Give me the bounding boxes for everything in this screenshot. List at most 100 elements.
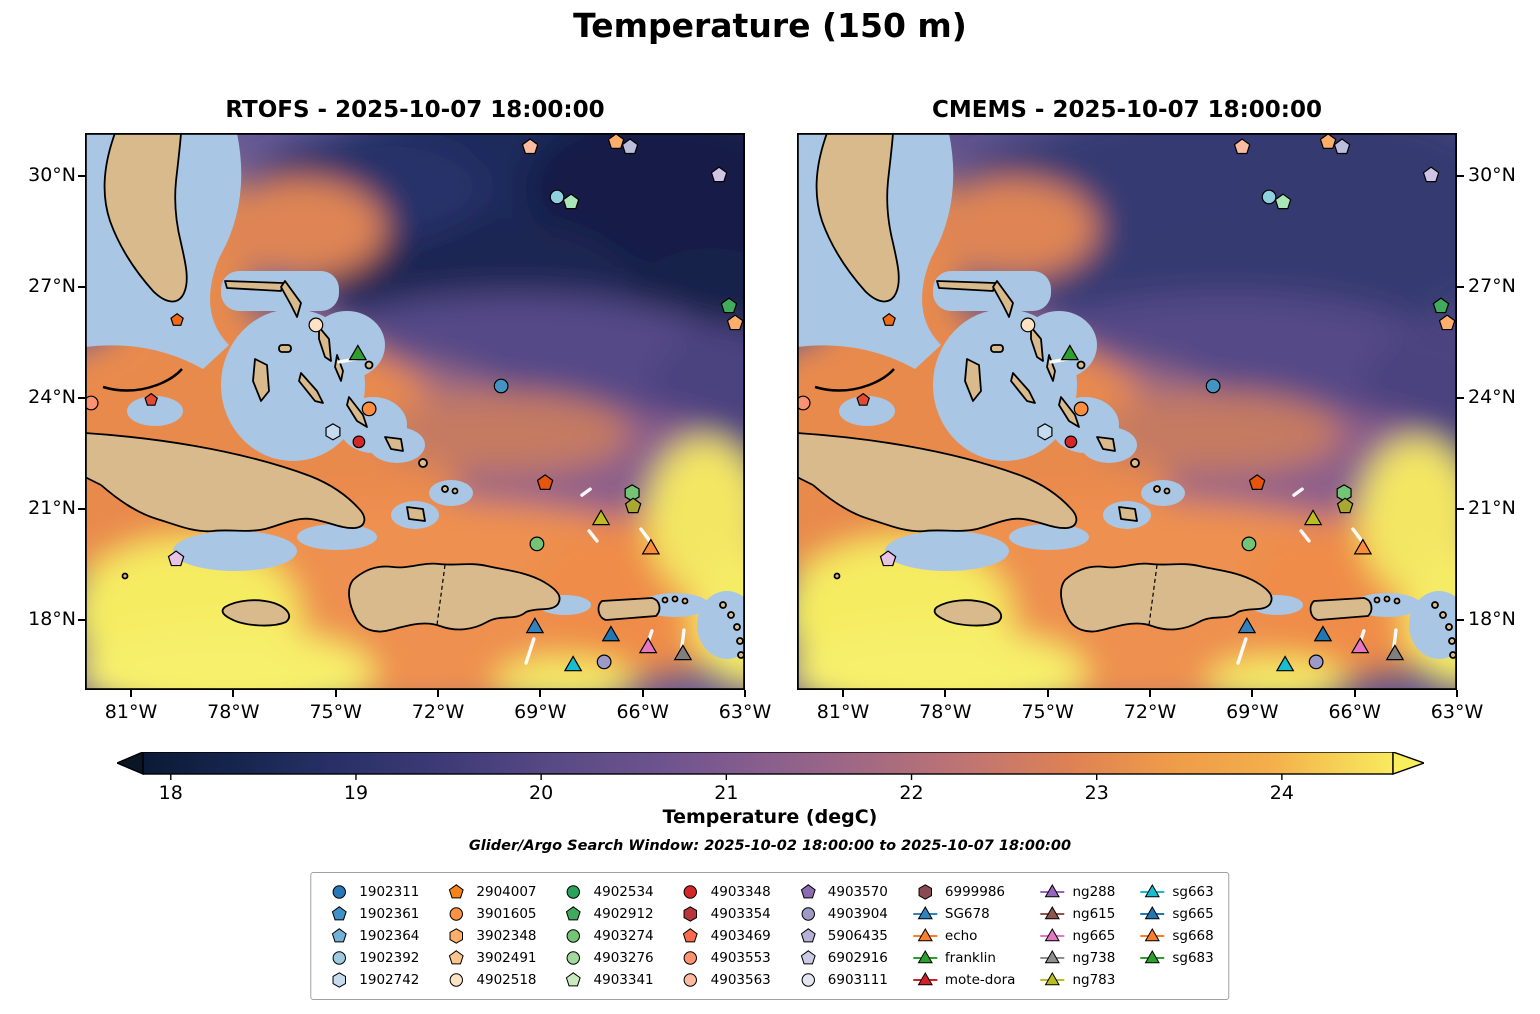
legend-label: 4903469 xyxy=(710,928,771,944)
florida-keys xyxy=(814,368,895,392)
x-tick xyxy=(1046,690,1049,697)
legend-entry: sg663 xyxy=(1139,881,1214,903)
hexagon-marker-icon xyxy=(332,972,347,988)
legend-entry: 6903111 xyxy=(795,969,888,991)
map-marker-triangle xyxy=(1060,344,1080,361)
circle-marker-icon xyxy=(683,951,698,965)
map-marker-pentagon xyxy=(1336,497,1354,514)
legend-label: 2904007 xyxy=(476,884,537,900)
glider-track xyxy=(1236,637,1248,665)
cayman xyxy=(833,572,841,580)
map-marker-pentagon xyxy=(562,193,580,210)
legend-label: sg665 xyxy=(1172,906,1214,922)
hexagon-marker-icon xyxy=(683,906,698,922)
exuma xyxy=(1010,372,1036,404)
legend-label: 6999986 xyxy=(944,884,1006,900)
map-marker-circle xyxy=(549,189,565,205)
map-marker-triangle xyxy=(1350,637,1370,654)
hexagon-marker-icon xyxy=(449,928,464,944)
exuma xyxy=(298,372,324,404)
triangle-marker-icon xyxy=(1040,949,1065,964)
grand-bahama xyxy=(936,280,996,292)
legend-label: 3902348 xyxy=(476,928,537,944)
colorbar-under-arrow xyxy=(115,750,144,776)
legend-column: 4903348 4903354 4903469 4903553 4903563 xyxy=(678,881,771,991)
legend-entry: 4903469 xyxy=(678,925,771,947)
x-tick-label: 63°W xyxy=(718,701,772,723)
mayaguana xyxy=(418,458,428,468)
legend-entry: 4902518 xyxy=(443,969,537,991)
colorbar-tick-label: 19 xyxy=(344,782,368,804)
turks-1 xyxy=(441,485,449,493)
pentagon-marker-icon xyxy=(566,906,581,921)
circle-marker-icon xyxy=(332,951,346,965)
map-marker-pentagon xyxy=(1319,133,1337,149)
cuba xyxy=(797,432,1078,533)
circle-marker-icon xyxy=(801,907,815,921)
lake-okeechobee xyxy=(838,277,850,289)
turks-2 xyxy=(451,487,459,495)
andros xyxy=(252,358,270,402)
y-tick-label: 27°N xyxy=(1468,274,1516,297)
map-marker-pentagon xyxy=(882,313,896,326)
map-marker-pentagon xyxy=(710,166,728,183)
legend-label: ng783 xyxy=(1072,972,1116,988)
legend-label: 4903341 xyxy=(593,972,654,988)
x-tick-label: 81°W xyxy=(104,701,158,723)
virgin-2 xyxy=(1383,595,1391,603)
legend-label: ng665 xyxy=(1072,928,1116,944)
x-tick-label: 69°W xyxy=(514,701,567,723)
glider-track xyxy=(587,529,599,543)
x-tick-label: 69°W xyxy=(1226,701,1279,723)
legend-label: 1902311 xyxy=(359,884,420,900)
legend-label: 4902518 xyxy=(476,972,537,988)
search-window-caption: Glider/Argo Search Window: 2025-10-02 18… xyxy=(468,838,1072,854)
eleuthera xyxy=(1030,326,1044,362)
map-marker-circle xyxy=(493,378,509,394)
legend-label: echo xyxy=(944,928,978,944)
triangle-marker-icon xyxy=(1140,949,1165,964)
florida xyxy=(103,133,188,303)
virgin-1 xyxy=(1373,596,1381,604)
legend-label: 4902534 xyxy=(593,884,654,900)
haiti-dr-border xyxy=(436,564,446,626)
antilles-4 xyxy=(736,637,744,645)
legend-box: 1902311 1902361 1902364 1902392 1902742 29040… xyxy=(310,872,1230,1000)
legend-label: 4903276 xyxy=(593,950,654,966)
circle-marker-icon xyxy=(449,907,464,921)
map-marker-circle xyxy=(529,536,545,552)
abaco xyxy=(280,280,302,318)
map-svg xyxy=(797,133,1457,690)
map-marker-pentagon xyxy=(1248,474,1266,490)
pentagon-marker-icon xyxy=(331,928,347,943)
map-marker-circle xyxy=(1308,654,1324,670)
map-marker-triangle xyxy=(673,644,693,661)
x-tick xyxy=(842,690,845,697)
colorbar-over-arrow xyxy=(1392,751,1427,775)
jamaica xyxy=(221,599,290,627)
legend-entry: 6902916 xyxy=(795,947,888,969)
map-marker-circle xyxy=(1020,317,1036,333)
map-marker-triangle xyxy=(601,625,621,642)
x-tick xyxy=(1456,690,1458,697)
legend-label: 6902916 xyxy=(827,950,888,966)
antilles-1 xyxy=(1431,601,1439,609)
map-marker-triangle xyxy=(1303,509,1323,526)
map-marker-triangle xyxy=(591,509,611,526)
colorbar-tick-label: 22 xyxy=(899,782,923,804)
turks-2 xyxy=(1163,487,1171,495)
map-marker-pentagon xyxy=(1333,138,1351,155)
legend-entry: franklin xyxy=(912,947,1016,969)
map-marker-circle xyxy=(85,395,99,411)
map-marker-pentagon xyxy=(726,314,744,331)
legend-entry: 4903276 xyxy=(561,947,654,969)
glider-track xyxy=(1351,527,1364,543)
jamaica xyxy=(933,599,1002,627)
y-tick-label: 24°N xyxy=(28,385,76,408)
andros xyxy=(964,358,982,402)
legend-entry: 1902311 xyxy=(326,881,419,903)
x-tick xyxy=(130,690,133,697)
map-marker-pentagon xyxy=(879,550,897,567)
map-marker-circle xyxy=(1064,435,1078,449)
colorbar-tick-label: 24 xyxy=(1270,782,1294,804)
